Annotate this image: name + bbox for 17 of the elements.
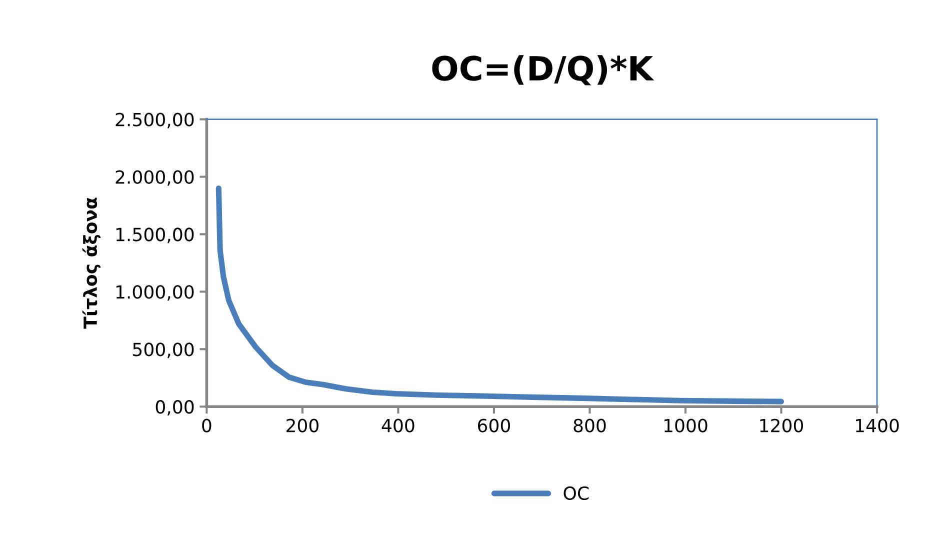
y-tick-label: 0,00 xyxy=(156,400,194,416)
chart-title: OC=(D/Q)*K xyxy=(432,55,654,86)
x-tick-label: 400 xyxy=(382,418,414,432)
x-tick-label: 600 xyxy=(478,418,510,432)
x-tick-label: 0 xyxy=(202,418,212,432)
legend-label: OC xyxy=(564,486,589,500)
y-tick-label: 500,00 xyxy=(133,342,194,358)
y-tick-label: 2.000,00 xyxy=(116,170,194,186)
x-tick-label: 800 xyxy=(574,418,606,432)
x-tick-label: 1400 xyxy=(856,418,899,432)
x-tick-label: 200 xyxy=(286,418,318,432)
y-tick-label: 1.500,00 xyxy=(116,228,194,244)
y-axis-title: Τίτλος άξονα xyxy=(82,198,101,329)
y-tick-label: 1.000,00 xyxy=(116,285,194,301)
x-tick-label: 1000 xyxy=(664,418,708,432)
x-tick-label: 1200 xyxy=(760,418,804,432)
y-tick-label: 2.500,00 xyxy=(116,112,194,128)
